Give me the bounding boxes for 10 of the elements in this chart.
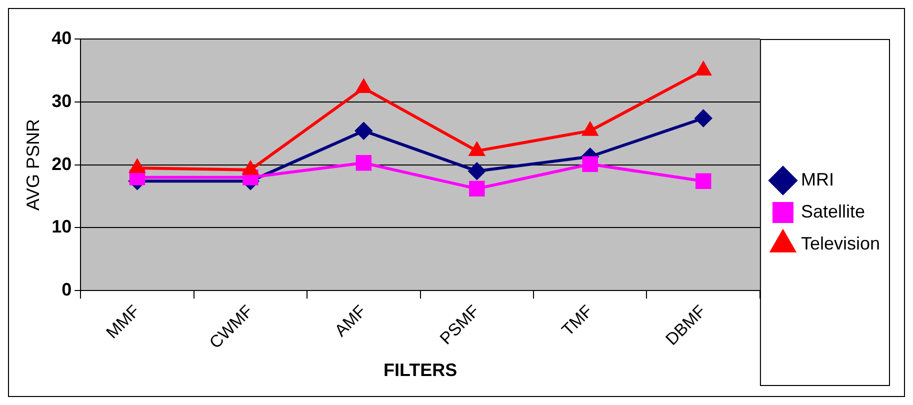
y-tick-label: 10 [52, 216, 72, 237]
legend-label: MRI [800, 169, 834, 190]
y-tick-label: 30 [52, 90, 72, 111]
y-axis-title: AVG PSNR [22, 118, 43, 211]
legend-label: Satellite [800, 201, 866, 222]
y-tick-label: 0 [62, 280, 72, 300]
legend-label: Television [800, 233, 880, 254]
y-tick-label: 20 [52, 154, 72, 174]
y-tick-label: 40 [52, 28, 72, 48]
x-axis-title: FILTERS [383, 360, 458, 380]
